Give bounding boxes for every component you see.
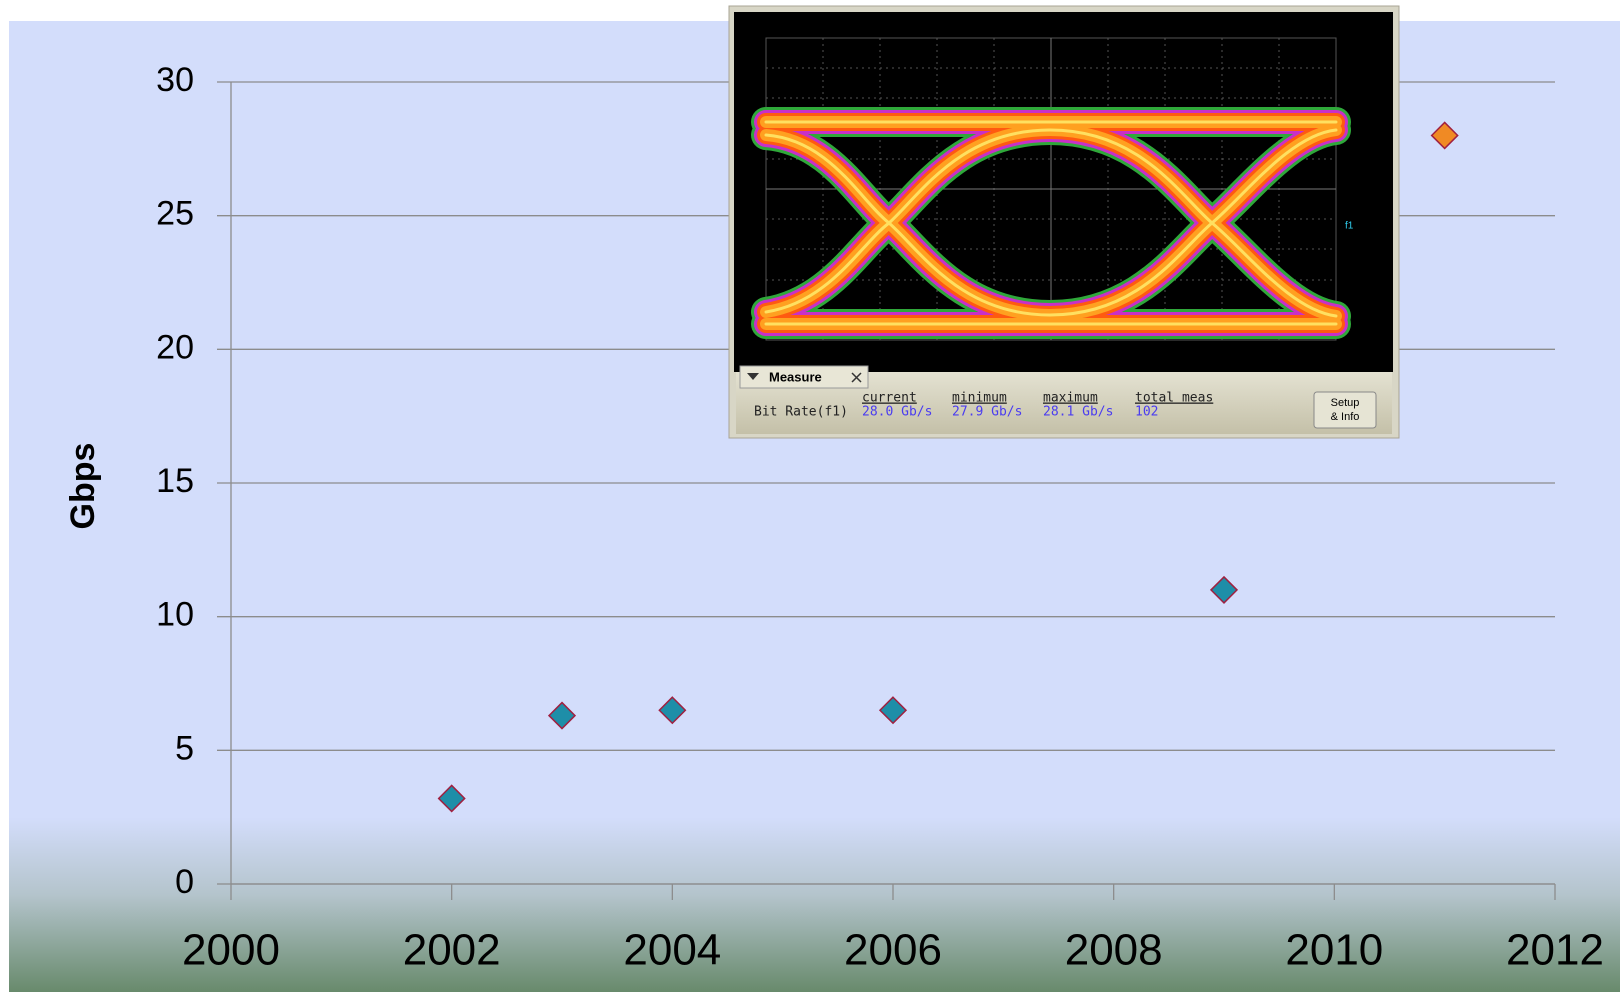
chart: 0 5 10 15 20 25 30 2000 2002 2004 2006 2008 2010 2012… [0,0,1620,992]
y-tick-label: 20 [156,328,194,366]
y-tick-label: 30 [156,61,194,99]
y-tick-label: 15 [156,462,194,500]
column-header: total meas [1135,391,1213,406]
x-tick-label: 2012 [1506,926,1604,975]
page: 0 5 10 15 20 25 30 2000 2002 2004 2006 2008 2010 2012… [0,0,1620,992]
button-label: Setup [1331,397,1360,409]
column-value: 28.0 Gb/s [862,405,932,420]
x-tick-label: 2010 [1285,926,1383,975]
column-value: 27.9 Gb/s [952,405,1022,420]
y-tick-label: 5 [175,729,194,767]
column-header: current [862,391,917,406]
button-label: & Info [1331,411,1360,423]
measure-tab-label: Measure [769,369,822,384]
y-axis-label: Gbps [64,443,102,530]
marker-label: f1 [1345,221,1354,232]
y-tick-label: 0 [175,863,194,901]
row-label: Bit Rate(f1) [754,405,848,420]
x-tick-label: 2002 [403,926,501,975]
column-value: 102 [1135,405,1158,420]
column-header: minimum [952,391,1007,406]
y-tick-label: 25 [156,195,194,233]
column-header: maximum [1043,391,1098,406]
y-tick-label: 10 [156,596,194,634]
x-tick-label: 2008 [1065,926,1163,975]
x-tick-label: 2006 [844,926,942,975]
x-tick-label: 2000 [182,926,280,975]
x-tick-label: 2004 [623,926,721,975]
column-value: 28.1 Gb/s [1043,405,1113,420]
